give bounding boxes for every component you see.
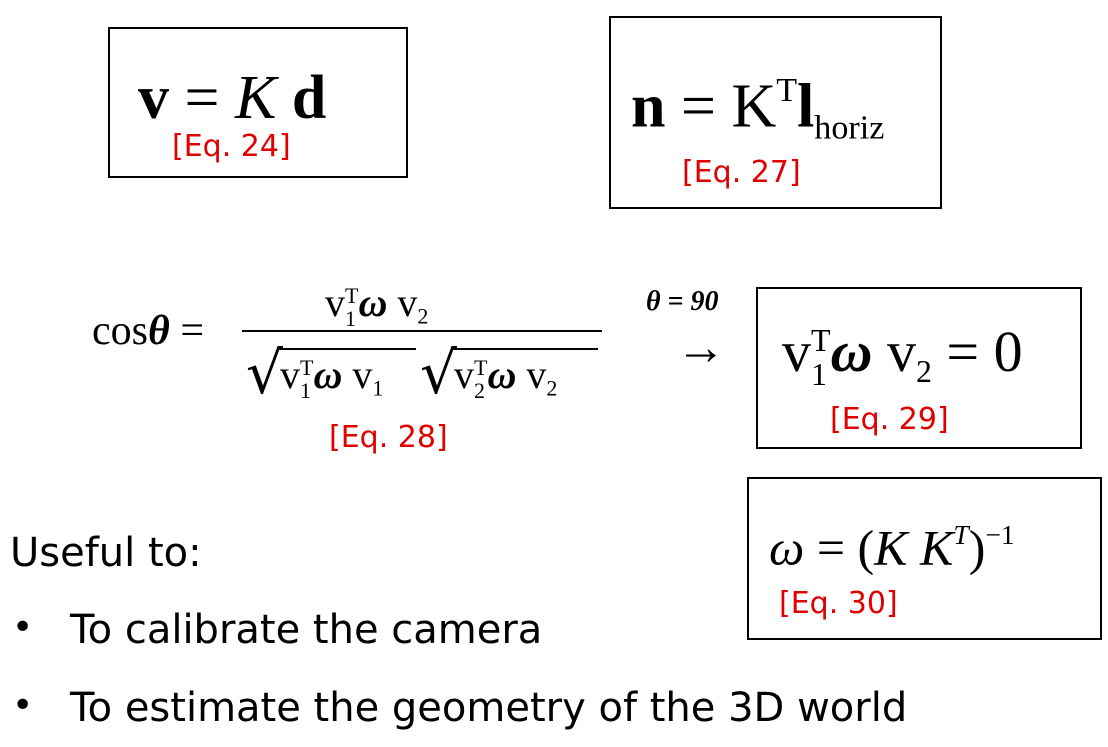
cos-function: cos [92,308,148,354]
equals-zero: = 0 [946,319,1023,384]
vector-v: v [138,64,169,132]
cos-theta-lhs: cosθ = [92,310,204,352]
bullet-icon: • [12,685,34,726]
equals-sign: = [680,72,716,141]
sqrt-sign-2: √ [420,339,457,407]
useful-heading: Useful to: [10,530,202,576]
inverse-superscript: −1 [985,519,1015,550]
vector-v2: v [526,352,547,397]
index-two: 2 [474,377,485,403]
close-paren: ) [968,519,986,576]
transpose-superscript: T [811,323,831,359]
omega-symbol: ω [769,519,805,576]
omega-symbol: ω [830,319,873,384]
eq-28-label: [Eq. 28] [329,420,448,455]
equation-30: ω = (K KT)−1 [769,521,1015,573]
matrix-k: K [234,64,277,132]
omega-symbol: ω [487,352,517,397]
equation-box-24: v = K d [Eq. 24] [108,27,408,178]
vector-v1: v [325,280,345,325]
bullet-text-estimate: To estimate the geometry of the 3D world [70,685,908,731]
index-one: 1 [345,305,356,331]
eq-24-label: [Eq. 24] [172,129,291,164]
theta-symbol: θ [148,308,170,354]
horiz-subscript: horiz [814,109,885,147]
eq-29-label: [Eq. 29] [830,402,949,437]
equation-box-30: ω = (K KT)−1 [Eq. 30] [747,477,1102,640]
bullet-item-estimate: • To estimate the geometry of the 3D wor… [12,688,1012,736]
eq-27-label: [Eq. 27] [682,155,801,190]
equals-open-paren: = ( [816,519,875,576]
vector-v1: v [352,352,373,397]
vector-d: d [291,64,327,132]
transpose-superscript: T [953,519,969,550]
equals-sign: = [184,64,220,132]
fraction-bar [242,330,602,332]
index-one: 1 [300,377,311,403]
equation-27: n = KTlhoriz [631,72,885,147]
vector-v1: v [782,319,811,384]
equation-box-27: n = KTlhoriz [Eq. 27] [609,16,942,209]
vector-v2: v [886,319,916,384]
index-two: 2 [915,354,932,390]
transpose-superscript: T [345,282,359,308]
transpose-superscript: T [300,354,314,380]
transpose-superscript: T [776,72,798,109]
sqrt-sign-1: √ [246,339,283,407]
transpose-superscript: T [474,354,488,380]
bullet-icon: • [12,607,34,648]
vector-l: l [797,72,815,141]
sqrt-bar-2 [452,348,598,350]
vector-v2: v [397,280,418,325]
vector-v2: v [454,352,474,397]
omega-symbol: ω [358,280,388,325]
eq-30-label: [Eq. 30] [779,586,898,621]
theta-equals-90: θ = 90 [646,286,719,317]
equals-sign: = [180,308,204,354]
vector-n: n [631,72,666,141]
index-one: 1 [372,375,384,401]
index-one: 1 [811,356,827,392]
index-two: 2 [417,303,429,329]
equation-24: v = K d [138,67,326,129]
bullet-item-calibrate: • To calibrate the camera [12,610,712,658]
matrix-k: K [731,72,777,141]
bullet-text-calibrate: To calibrate the camera [70,607,543,653]
arrow-icon: → [676,319,726,375]
index-two: 2 [546,375,558,401]
omega-symbol: ω [313,352,343,397]
sqrt-bar-1 [278,348,416,350]
matrix-k: K [874,519,908,576]
vector-v1: v [280,352,300,397]
matrix-k: K [920,519,954,576]
